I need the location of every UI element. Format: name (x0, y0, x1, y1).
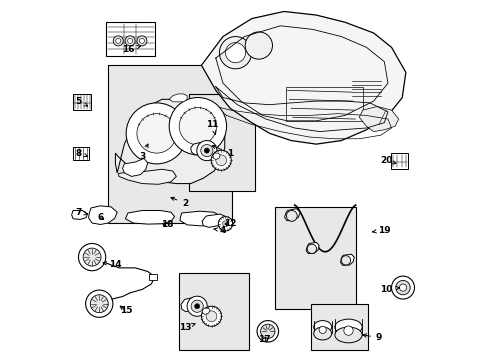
Ellipse shape (334, 327, 362, 343)
Text: 20: 20 (379, 156, 395, 165)
Circle shape (286, 211, 297, 221)
Circle shape (83, 248, 101, 266)
Text: 1: 1 (212, 145, 233, 158)
Polygon shape (190, 142, 204, 155)
Circle shape (90, 295, 108, 313)
Circle shape (260, 324, 274, 338)
Text: 16: 16 (122, 45, 140, 54)
Circle shape (201, 144, 212, 157)
Circle shape (169, 98, 226, 155)
Circle shape (218, 217, 232, 231)
Circle shape (399, 284, 406, 291)
Polygon shape (201, 12, 405, 144)
Circle shape (196, 140, 217, 161)
Circle shape (126, 103, 187, 164)
Polygon shape (202, 214, 225, 227)
Circle shape (137, 36, 147, 46)
Bar (310, 304, 367, 350)
Circle shape (137, 114, 176, 153)
Circle shape (219, 37, 251, 69)
Text: 5: 5 (76, 96, 87, 106)
Text: 14: 14 (103, 260, 122, 269)
Bar (108, 65, 231, 223)
Polygon shape (180, 211, 221, 226)
Circle shape (257, 320, 278, 342)
Text: 18: 18 (161, 220, 173, 229)
Circle shape (244, 32, 272, 59)
Polygon shape (122, 158, 147, 176)
Ellipse shape (313, 327, 331, 340)
Bar (390, 153, 407, 168)
Circle shape (78, 243, 105, 271)
Text: 15: 15 (120, 306, 132, 315)
Text: 3: 3 (139, 144, 148, 161)
Circle shape (85, 290, 113, 318)
Text: 10: 10 (379, 285, 399, 294)
Polygon shape (125, 211, 174, 224)
Ellipse shape (334, 319, 362, 335)
Circle shape (225, 42, 245, 63)
Bar (188, 94, 255, 191)
Circle shape (343, 326, 352, 335)
Circle shape (222, 221, 228, 226)
Circle shape (211, 150, 231, 170)
Ellipse shape (313, 320, 331, 333)
Bar (274, 207, 355, 309)
Polygon shape (359, 107, 398, 132)
Text: 13: 13 (179, 323, 195, 332)
Circle shape (113, 36, 123, 46)
Text: 19: 19 (372, 226, 390, 235)
Polygon shape (72, 211, 87, 220)
Polygon shape (340, 254, 353, 265)
Polygon shape (212, 153, 220, 159)
Bar (149, 274, 157, 280)
Text: 2: 2 (171, 197, 188, 208)
Text: 4: 4 (214, 226, 226, 235)
Bar (285, 87, 362, 121)
Text: 11: 11 (205, 120, 218, 135)
Polygon shape (88, 206, 117, 225)
Circle shape (127, 39, 132, 43)
Bar (73, 147, 89, 160)
Circle shape (306, 244, 316, 253)
Circle shape (179, 108, 216, 145)
Bar (106, 22, 155, 56)
Circle shape (341, 256, 350, 265)
Circle shape (139, 39, 144, 43)
Polygon shape (181, 298, 197, 312)
Text: 9: 9 (362, 333, 382, 342)
Polygon shape (169, 94, 187, 102)
Circle shape (194, 304, 199, 309)
Polygon shape (284, 209, 300, 221)
Polygon shape (305, 242, 319, 253)
Circle shape (206, 311, 217, 321)
Text: 8: 8 (76, 149, 87, 158)
Circle shape (319, 326, 325, 333)
Text: 17: 17 (257, 335, 270, 344)
Polygon shape (115, 99, 224, 184)
Circle shape (116, 39, 121, 43)
Circle shape (215, 155, 226, 166)
Circle shape (204, 148, 209, 153)
Bar (73, 94, 91, 110)
Circle shape (395, 280, 409, 295)
Circle shape (391, 276, 414, 299)
Bar (179, 273, 249, 350)
Circle shape (191, 300, 203, 312)
Text: 6: 6 (98, 213, 104, 222)
Circle shape (187, 296, 207, 316)
Circle shape (201, 306, 221, 326)
Polygon shape (202, 308, 210, 315)
Polygon shape (118, 169, 176, 184)
Circle shape (125, 36, 135, 46)
Text: 12: 12 (224, 219, 236, 228)
Text: 7: 7 (76, 208, 87, 217)
